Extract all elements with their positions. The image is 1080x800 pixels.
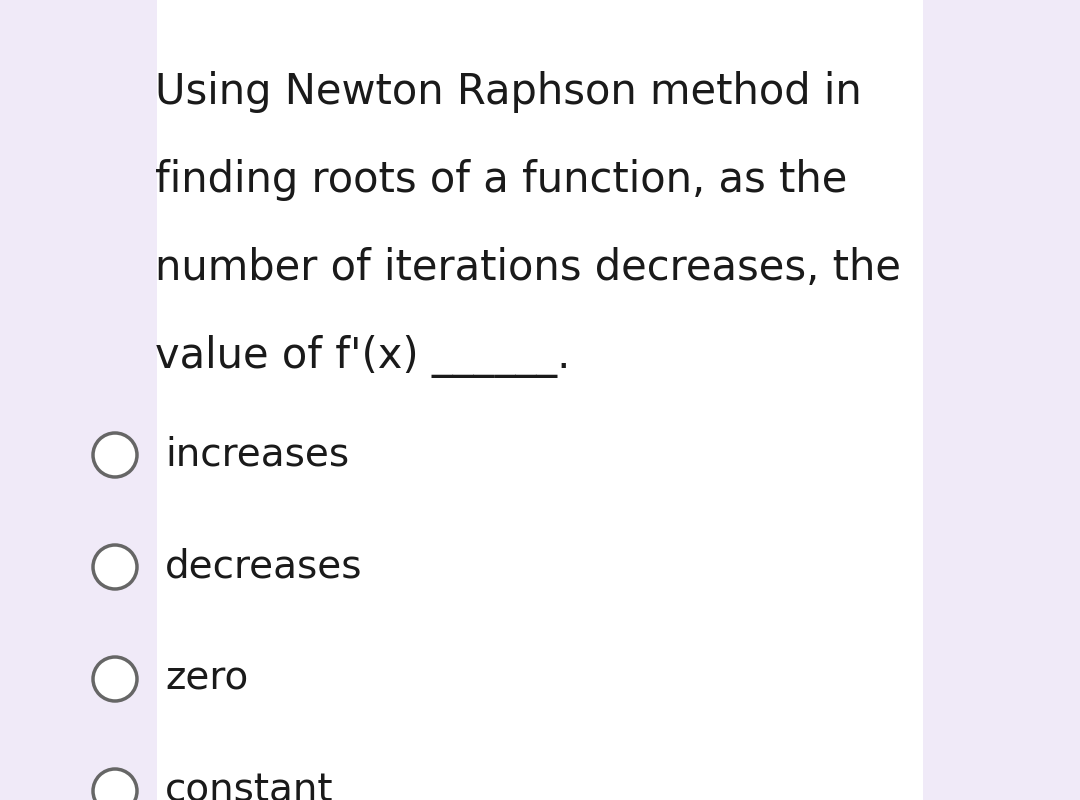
Text: zero: zero	[165, 660, 248, 698]
Text: increases: increases	[165, 436, 349, 474]
Text: number of iterations decreases, the: number of iterations decreases, the	[156, 247, 901, 289]
FancyBboxPatch shape	[157, 0, 923, 800]
Text: constant: constant	[165, 772, 334, 800]
Circle shape	[93, 545, 137, 589]
Text: finding roots of a function, as the: finding roots of a function, as the	[156, 159, 848, 201]
Circle shape	[93, 657, 137, 701]
Text: value of f'(x) ______.: value of f'(x) ______.	[156, 334, 570, 378]
Text: Using Newton Raphson method in: Using Newton Raphson method in	[156, 71, 862, 113]
Circle shape	[93, 433, 137, 477]
Text: decreases: decreases	[165, 548, 363, 586]
Circle shape	[93, 769, 137, 800]
